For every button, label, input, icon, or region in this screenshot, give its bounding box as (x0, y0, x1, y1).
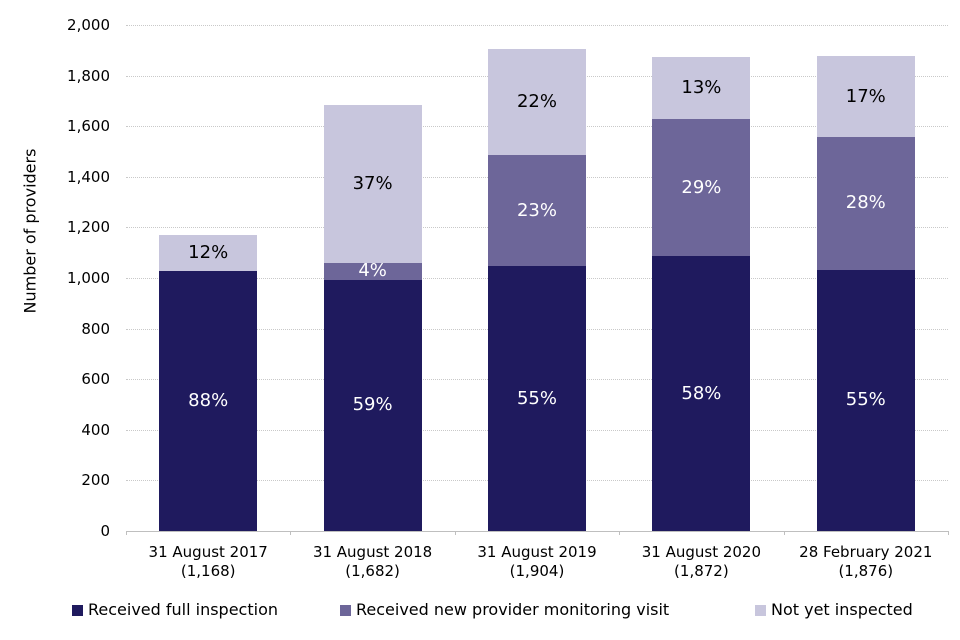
x-category-date: 31 August 2019 (477, 543, 597, 561)
bar-segment: 55% (816, 269, 915, 531)
x-category-total: (1,872) (674, 562, 729, 580)
x-category-label: 31 August 2019 (1,904) (455, 543, 619, 581)
y-tick-label: 1,200 (67, 218, 110, 237)
y-tick-label: 1,000 (67, 269, 110, 287)
y-tick-label: 1,800 (67, 66, 110, 85)
bar-segment: 13% (652, 57, 751, 119)
segment-percent-label: 28% (845, 192, 886, 214)
x-category-date: 28 February 2021 (799, 543, 933, 561)
x-category-total: (1,682) (345, 562, 400, 580)
segment-percent-label: 37% (352, 173, 393, 195)
bar-segment: 28% (816, 137, 915, 270)
y-tick-label: 1,600 (67, 117, 110, 136)
bar-segment: 23% (488, 155, 586, 267)
legend-label: Received full inspection (88, 600, 278, 619)
x-category-total: (1,168) (180, 562, 236, 580)
segment-percent-label: 55% (845, 389, 886, 411)
segment-percent-label: 88% (188, 389, 229, 411)
x-category-date: 31 August 2018 (312, 543, 433, 561)
segment-percent-label: 23% (516, 199, 557, 221)
x-axis-tickmark (619, 531, 620, 535)
segment-percent-label: 4% (358, 260, 387, 282)
legend-label: Not yet inspected (771, 600, 913, 619)
x-axis-line (126, 531, 948, 532)
legend-item: Received full inspection (72, 601, 278, 619)
x-axis-tickmark (455, 531, 456, 535)
segment-percent-label: 22% (516, 91, 557, 113)
bar-segment: 17% (816, 56, 915, 138)
x-category-total: (1,904) (509, 562, 565, 580)
bar-segment: 29% (652, 118, 751, 257)
bar-segment: 88% (159, 270, 258, 531)
x-category-date: 31 August 2017 (148, 543, 268, 561)
legend-swatch (340, 604, 351, 616)
legend-item: Received new provider monitoring visit (340, 601, 669, 619)
segment-percent-label: 55% (516, 387, 557, 409)
y-tick-label: 0 (100, 522, 110, 540)
bar-segment: 12% (159, 235, 258, 271)
legend-label: Received new provider monitoring visit (356, 600, 670, 619)
y-tick-label: 200 (81, 471, 110, 490)
x-axis-tickmark (126, 531, 127, 535)
x-axis-tickmark (784, 531, 785, 535)
bar-segment: 55% (488, 266, 586, 531)
legend-swatch (755, 604, 766, 616)
y-tick-label: 2,000 (67, 16, 110, 34)
segment-percent-label: 29% (681, 176, 722, 198)
segment-percent-label: 12% (188, 242, 229, 264)
x-category-total: (1,876) (838, 562, 894, 580)
x-category-date: 31 August 2020 (641, 543, 762, 561)
x-axis-tickmark (290, 531, 291, 535)
segment-percent-label: 13% (681, 77, 722, 99)
y-tick-label: 1,400 (67, 167, 110, 186)
legend-swatch (72, 604, 83, 616)
x-category-label: 31 August 2020 (1,872) (619, 543, 783, 581)
bar-segment: 59% (323, 279, 422, 531)
segment-percent-label: 59% (352, 394, 393, 416)
y-tick-label: 400 (81, 420, 110, 439)
x-category-label: 28 February 2021 (1,876) (784, 543, 948, 581)
segment-percent-label: 17% (845, 85, 886, 107)
x-category-label: 31 August 2017 (1,168) (126, 543, 290, 581)
y-tick-label: 800 (81, 319, 110, 338)
y-tick-label: 600 (81, 370, 110, 389)
x-axis-tickmark (948, 531, 949, 535)
legend-item: Not yet inspected (755, 601, 913, 619)
bar-segment: 22% (488, 49, 586, 156)
gridline (126, 25, 948, 26)
bar-segment: 37% (323, 105, 422, 263)
bar-segment: 4% (323, 260, 422, 282)
x-category-label: 31 August 2018 (1,682) (290, 543, 454, 581)
bar-segment: 58% (652, 256, 751, 531)
segment-percent-label: 58% (681, 382, 722, 404)
